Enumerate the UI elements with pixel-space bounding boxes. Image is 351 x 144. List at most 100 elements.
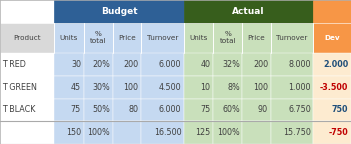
Bar — [141, 53, 184, 76]
Text: Price: Price — [118, 35, 136, 41]
Bar — [0, 0, 54, 23]
Bar — [84, 76, 113, 99]
Bar — [313, 0, 351, 23]
Text: 150: 150 — [66, 128, 81, 137]
Bar — [84, 53, 113, 76]
Bar — [0, 53, 54, 76]
Text: 8%: 8% — [227, 83, 240, 92]
Text: 100%: 100% — [217, 128, 240, 137]
Bar — [113, 99, 141, 121]
Bar — [271, 99, 313, 121]
Text: 10: 10 — [201, 83, 211, 92]
Bar — [0, 76, 54, 99]
Text: 20%: 20% — [92, 60, 110, 69]
Bar — [84, 99, 113, 121]
Bar — [271, 53, 313, 76]
Text: -750: -750 — [329, 128, 349, 137]
Text: 6.000: 6.000 — [159, 106, 181, 114]
Text: 32%: 32% — [222, 60, 240, 69]
Bar — [213, 53, 242, 76]
Text: T GREEN: T GREEN — [2, 83, 37, 92]
Text: %
total: % total — [219, 32, 236, 44]
Text: 30: 30 — [71, 60, 81, 69]
Bar — [113, 23, 141, 53]
Bar — [84, 121, 113, 144]
Text: 125: 125 — [196, 128, 211, 137]
Text: 6.750: 6.750 — [288, 106, 311, 114]
Bar — [0, 23, 54, 53]
Text: 200: 200 — [253, 60, 268, 69]
Bar — [141, 99, 184, 121]
Text: 16.500: 16.500 — [154, 128, 181, 137]
Text: Actual: Actual — [232, 7, 265, 16]
Bar — [213, 23, 242, 53]
Bar — [213, 76, 242, 99]
Bar — [242, 23, 271, 53]
Bar — [84, 23, 113, 53]
Text: 2.000: 2.000 — [323, 60, 349, 69]
Text: 1.000: 1.000 — [289, 83, 311, 92]
Bar — [54, 23, 84, 53]
Text: 100%: 100% — [87, 128, 110, 137]
Bar — [271, 76, 313, 99]
Text: Units: Units — [189, 35, 208, 41]
Bar — [271, 121, 313, 144]
Text: 50%: 50% — [92, 106, 110, 114]
Bar — [271, 23, 313, 53]
Bar — [0, 99, 54, 121]
Bar — [113, 76, 141, 99]
Text: %
total: % total — [90, 32, 106, 44]
Bar — [141, 76, 184, 99]
Bar — [313, 53, 351, 76]
Bar — [184, 99, 213, 121]
Bar — [54, 121, 84, 144]
Text: 6.000: 6.000 — [159, 60, 181, 69]
Text: 75: 75 — [200, 106, 211, 114]
Bar — [54, 0, 184, 23]
Text: 8.000: 8.000 — [289, 60, 311, 69]
Text: 40: 40 — [201, 60, 211, 69]
Text: 100: 100 — [253, 83, 268, 92]
Bar — [141, 121, 184, 144]
Text: T BLACK: T BLACK — [2, 106, 36, 114]
Text: Dev: Dev — [324, 35, 340, 41]
Text: T RED: T RED — [2, 60, 26, 69]
Bar — [54, 53, 84, 76]
Bar — [242, 99, 271, 121]
Bar — [54, 76, 84, 99]
Bar — [113, 53, 141, 76]
Bar — [242, 121, 271, 144]
Bar — [242, 53, 271, 76]
Bar — [213, 99, 242, 121]
Text: 90: 90 — [258, 106, 268, 114]
Bar — [184, 121, 213, 144]
Bar — [141, 23, 184, 53]
Text: Budget: Budget — [101, 7, 137, 16]
Text: 750: 750 — [332, 106, 349, 114]
Bar — [184, 23, 213, 53]
Text: 45: 45 — [71, 83, 81, 92]
Text: 15.750: 15.750 — [283, 128, 311, 137]
Bar — [184, 0, 313, 23]
Bar — [113, 121, 141, 144]
Text: Units: Units — [60, 35, 78, 41]
Bar — [313, 121, 351, 144]
Text: -3.500: -3.500 — [320, 83, 349, 92]
Bar — [242, 76, 271, 99]
Text: 60%: 60% — [222, 106, 240, 114]
Bar — [313, 23, 351, 53]
Bar — [184, 76, 213, 99]
Text: Turnover: Turnover — [276, 35, 308, 41]
Text: 4.500: 4.500 — [159, 83, 181, 92]
Text: Turnover: Turnover — [147, 35, 178, 41]
Text: Product: Product — [13, 35, 41, 41]
Text: 80: 80 — [128, 106, 139, 114]
Bar — [313, 76, 351, 99]
Bar — [54, 99, 84, 121]
Bar — [213, 121, 242, 144]
Text: 100: 100 — [124, 83, 139, 92]
Bar — [184, 53, 213, 76]
Text: Price: Price — [247, 35, 265, 41]
Bar — [313, 99, 351, 121]
Text: 30%: 30% — [93, 83, 110, 92]
